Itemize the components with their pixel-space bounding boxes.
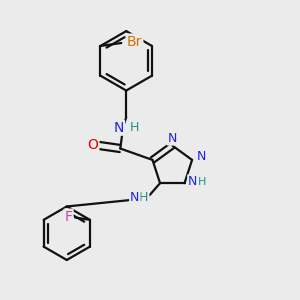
Text: O: O bbox=[88, 138, 98, 152]
Text: N: N bbox=[197, 150, 206, 163]
Text: N: N bbox=[130, 190, 140, 204]
Text: H: H bbox=[139, 190, 148, 204]
Text: N: N bbox=[168, 132, 177, 145]
Text: H: H bbox=[130, 121, 139, 134]
Text: H: H bbox=[198, 177, 206, 187]
Text: Br: Br bbox=[127, 34, 142, 49]
Text: N: N bbox=[114, 121, 124, 135]
Text: F: F bbox=[64, 210, 73, 224]
Text: N: N bbox=[188, 175, 197, 188]
